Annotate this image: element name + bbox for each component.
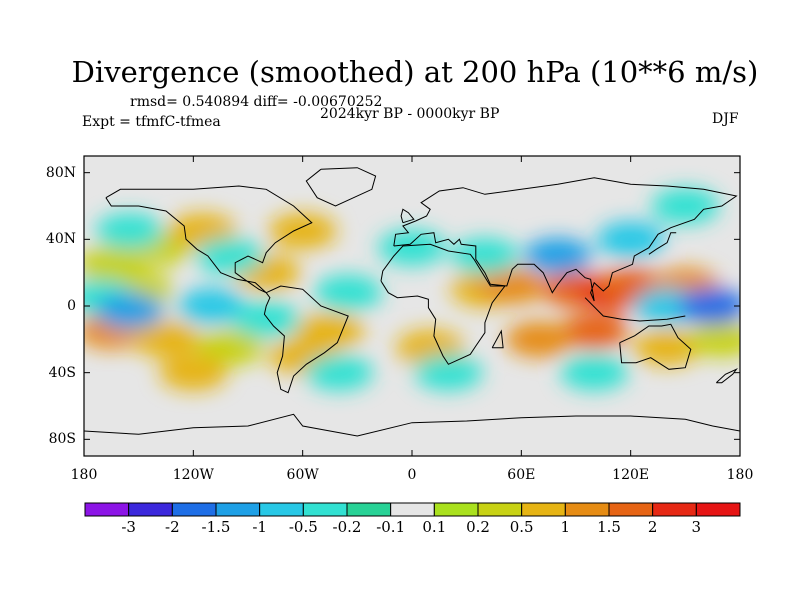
colorbar	[84, 502, 741, 517]
colorbar-swatch-13	[652, 502, 697, 517]
coastline-uk	[400, 208, 415, 224]
field-region-19	[560, 313, 629, 349]
field-region-36	[414, 354, 483, 391]
field-region-38	[95, 213, 164, 249]
coastline-japan	[648, 232, 677, 255]
colorbar-swatch-7	[390, 502, 435, 517]
xtick-label-5: 120E	[612, 467, 650, 483]
field-region-29	[450, 238, 519, 274]
coastline-australia	[619, 323, 692, 370]
coastline-madagascar	[491, 329, 504, 349]
colorbar-swatch-2	[171, 502, 217, 517]
coastline-north-america	[105, 185, 313, 294]
field-region-39	[195, 238, 264, 274]
field-region-27	[314, 274, 383, 311]
colorbar-swatch-6	[346, 502, 392, 517]
xtick-label-1: 120W	[172, 467, 214, 483]
colorbar-label-6: -0.1	[376, 518, 406, 536]
coastlines	[84, 167, 740, 437]
coastline-south-america	[263, 285, 349, 394]
field-region-28	[378, 229, 446, 266]
colorbar-swatch-0	[84, 502, 130, 517]
stats-line: rmsd= 0.540894 diff= -0.00670252	[130, 94, 383, 110]
field-region-32	[651, 188, 720, 224]
colorbar-swatch-14	[695, 502, 741, 517]
field-region-21	[633, 329, 702, 366]
coastline-indonesia	[584, 297, 686, 322]
field-region-7	[132, 321, 200, 358]
field-region-20	[505, 321, 574, 358]
colorbar-swatch-11	[564, 502, 610, 517]
colorbar-label-1: -2	[165, 518, 180, 536]
tick-marks	[83, 156, 741, 456]
divergence-field	[84, 188, 740, 391]
coastline-eurasia	[393, 177, 738, 302]
coastline-africa	[380, 243, 506, 365]
colorbar-label-9: 0.5	[509, 518, 534, 536]
experiment-label: Expt = tfmfC-tfmea	[82, 114, 221, 130]
field-region-30	[523, 238, 592, 274]
field-region-34	[678, 288, 740, 324]
field-region-26	[232, 301, 301, 338]
ytick-label-1: 40N	[45, 231, 76, 248]
field-region-4	[268, 213, 337, 249]
colorbar-label-4: -0.5	[288, 518, 318, 536]
field-region-25	[177, 288, 246, 324]
colorbar-label-11: 1.5	[597, 518, 621, 536]
colorbar-swatch-3	[215, 502, 261, 517]
season-label: DJF	[712, 111, 739, 127]
xtick-label-2: 60W	[286, 467, 319, 483]
field-region-24	[95, 293, 164, 329]
field-region-8	[195, 329, 264, 366]
colorbar-label-3: -1	[252, 518, 267, 536]
colorbar-swatch-9	[477, 502, 523, 517]
ytick-label-0: 80N	[45, 164, 76, 181]
colorbar-swatch-12	[608, 502, 654, 517]
field-region-11	[296, 313, 364, 349]
field-region-37	[305, 354, 374, 391]
ytick-label-4: 80S	[48, 431, 76, 448]
xtick-label-4: 60E	[507, 467, 536, 483]
colorbar-label-2: -1.5	[201, 518, 231, 536]
period-label: 2024kyr BP - 0000kyr BP	[320, 106, 500, 122]
field-region-35	[560, 354, 629, 391]
coastline-greenland	[305, 167, 377, 207]
coastline-new-zealand	[715, 368, 738, 384]
xtick-label-0: 180	[70, 467, 98, 483]
colorbar-label-10: 1	[560, 518, 571, 536]
colorbar-swatch-10	[521, 502, 566, 517]
colorbar-swatch-8	[433, 502, 479, 517]
colorbar-swatch-1	[128, 502, 173, 517]
field-region-14	[478, 268, 547, 304]
colorbar-label-12: 2	[647, 518, 658, 536]
colorbar-label-7: 0.1	[422, 518, 447, 536]
colorbar-label-13: 3	[691, 518, 702, 536]
xtick-label-3: 0	[407, 467, 417, 483]
field-region-22	[687, 321, 740, 358]
colorbar-label-5: -0.2	[332, 518, 362, 536]
ytick-label-2: 0	[67, 298, 76, 314]
colorbar-label-0: -3	[121, 518, 136, 536]
colorbar-swatch-4	[259, 502, 304, 517]
coastline-antarctica	[84, 413, 740, 437]
colorbar-swatch-5	[302, 502, 348, 517]
field-region-9	[159, 354, 228, 391]
colorbar-label-8: 0.2	[466, 518, 490, 536]
ytick-label-3: 40S	[48, 364, 76, 381]
xtick-label-6: 180	[726, 467, 754, 483]
chart-title: Divergence (smoothed) at 200 hPa (10**6 …	[71, 55, 759, 89]
